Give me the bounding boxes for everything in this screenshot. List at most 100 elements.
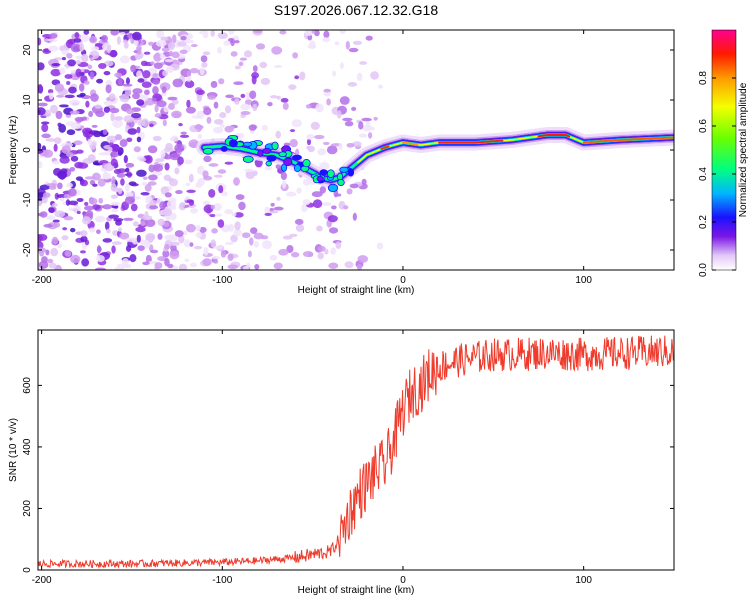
noise-blob <box>43 223 53 228</box>
noise-blob <box>66 182 73 188</box>
noise-blob <box>252 103 258 112</box>
noise-blob <box>202 51 211 56</box>
noise-blob <box>217 169 227 174</box>
noise-blob <box>46 183 57 187</box>
noise-blob <box>197 178 205 186</box>
x-tick-label: 0 <box>400 575 406 586</box>
ridge-blob <box>283 157 293 167</box>
noise-blob <box>110 158 118 167</box>
noise-blob <box>38 260 49 269</box>
noise-blob <box>164 234 175 241</box>
noise-blob <box>291 119 303 128</box>
snr-x-label: Height of straight line (km) <box>298 585 415 596</box>
noise-blob <box>170 110 182 119</box>
noise-blob <box>174 167 180 175</box>
noise-blob <box>221 191 228 197</box>
noise-blob <box>148 174 158 181</box>
noise-blob <box>169 250 180 260</box>
noise-blob <box>286 245 294 253</box>
noise-blob <box>179 201 186 208</box>
noise-blob <box>129 254 137 263</box>
noise-blob <box>160 92 167 97</box>
noise-blob <box>57 122 62 128</box>
noise-blob <box>170 212 177 221</box>
noise-blob <box>147 145 158 154</box>
noise-blob <box>164 258 170 267</box>
noise-blob <box>356 263 363 270</box>
noise-blob <box>179 134 190 138</box>
x-tick-label: -100 <box>212 575 232 586</box>
noise-blob <box>240 103 251 111</box>
noise-blob <box>125 167 130 173</box>
noise-blob <box>123 154 128 164</box>
noise-blob <box>225 241 234 245</box>
noise-blob <box>228 30 235 35</box>
noise-blob <box>140 221 146 227</box>
noise-blob <box>142 261 150 266</box>
noise-blob <box>106 44 112 54</box>
noise-blob <box>154 113 162 118</box>
noise-blob <box>38 37 42 46</box>
noise-blob <box>282 102 289 111</box>
noise-blob <box>76 197 84 202</box>
noise-blob <box>136 70 143 79</box>
noise-blob <box>306 138 312 146</box>
noise-blob <box>217 32 228 39</box>
ridge-hot-segment <box>537 134 571 138</box>
noise-blob <box>102 238 113 243</box>
noise-blob <box>369 126 375 131</box>
snr-series-line <box>38 335 674 569</box>
noise-blob <box>319 186 326 194</box>
noise-blob <box>59 67 66 75</box>
noise-blob <box>136 126 141 134</box>
noise-blob <box>87 154 96 163</box>
noise-blob <box>162 119 167 127</box>
noise-blob <box>79 250 86 254</box>
noise-blob <box>233 228 242 237</box>
noise-blob <box>75 59 82 65</box>
noise-blob <box>68 188 77 197</box>
noise-blob <box>264 212 272 216</box>
y-tick-label: 400 <box>22 438 33 455</box>
noise-blob <box>248 124 257 131</box>
noise-blob <box>202 200 210 206</box>
noise-blob <box>47 89 54 94</box>
noise-blob <box>302 199 311 206</box>
noise-blob <box>162 70 168 77</box>
noise-blob <box>65 121 76 127</box>
ridge-hot-segment <box>438 139 504 144</box>
noise-blob <box>136 99 145 106</box>
noise-blob <box>169 136 179 142</box>
noise-blob <box>357 255 369 263</box>
noise-blob <box>63 216 74 221</box>
noise-blob <box>119 232 130 240</box>
noise-blob <box>160 36 169 41</box>
ridge-blob <box>337 178 345 186</box>
noise-blob <box>76 210 81 215</box>
noise-blob <box>219 123 225 129</box>
noise-blob <box>108 146 113 153</box>
noise-blob <box>164 162 170 171</box>
ridge-blob <box>257 149 264 157</box>
noise-blob <box>135 226 146 233</box>
snr-panel: -200 -100 0 100 0 200 400 600 Height of straig… <box>8 329 675 596</box>
noise-blob <box>121 258 129 266</box>
noise-blob <box>276 196 281 201</box>
noise-blob <box>70 254 81 264</box>
noise-blob <box>70 227 76 233</box>
noise-blob <box>296 187 302 194</box>
noise-blob <box>189 68 199 74</box>
noise-blob <box>45 138 57 142</box>
noise-blob <box>238 61 244 67</box>
x-tick-label: 0 <box>400 275 406 286</box>
y-tick-label: -10 <box>22 192 33 207</box>
noise-blob <box>289 139 298 148</box>
noise-blob <box>156 100 167 108</box>
noise-blob <box>227 253 234 261</box>
noise-blob <box>227 264 239 270</box>
noise-blob <box>289 129 296 133</box>
noise-blob <box>165 142 173 151</box>
noise-blob <box>149 199 157 206</box>
spectrogram-y-label: Frequency (Hz) <box>8 116 19 185</box>
noise-blob <box>126 171 133 178</box>
